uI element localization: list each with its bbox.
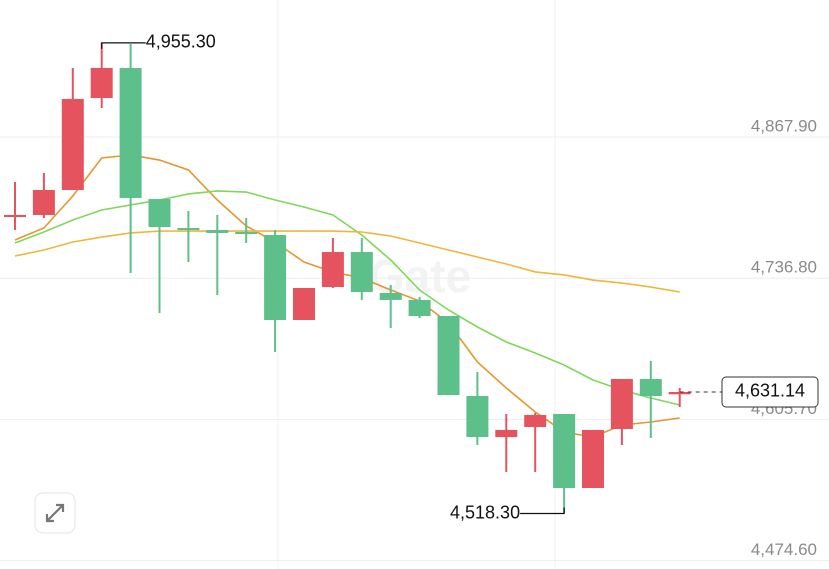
- moving-average: [14, 190, 680, 406]
- low-marker: [520, 507, 565, 515]
- candle-body: [61, 98, 84, 190]
- moving-average: [14, 230, 680, 293]
- candle-body: [235, 231, 258, 235]
- candle-body: [553, 414, 576, 489]
- candle-body: [350, 252, 373, 292]
- candle-body: [148, 199, 171, 228]
- candle-body: [379, 292, 402, 300]
- candle-body: [610, 379, 633, 429]
- candle-body: [321, 252, 344, 288]
- high-marker: [101, 42, 146, 49]
- candle-body: [206, 230, 229, 233]
- candle-body: [293, 288, 315, 320]
- candle-body: [582, 429, 604, 489]
- candle-body: [408, 299, 431, 317]
- candle-body: [4, 214, 26, 218]
- moving-average: [14, 154, 680, 438]
- candle-body: [32, 189, 55, 215]
- candle-body: [119, 67, 142, 198]
- last-price-box: [721, 376, 819, 408]
- high-label: 4,955.30: [146, 32, 216, 52]
- candle-body: [437, 316, 460, 396]
- candle-body: [264, 235, 287, 320]
- candle-body: [639, 379, 662, 397]
- candle-body: [668, 391, 691, 395]
- candle-body: [177, 228, 200, 231]
- y-tick-label: 4,474.60: [751, 540, 817, 559]
- candle-body: [524, 414, 547, 428]
- candle-body: [495, 429, 518, 438]
- y-tick-label: 4,867.90: [751, 116, 817, 135]
- y-tick-label: 4,736.80: [751, 258, 817, 277]
- last-price-label: 4,631.14: [735, 381, 805, 401]
- expand-button[interactable]: [34, 492, 76, 534]
- candle-body: [90, 67, 113, 99]
- low-label: 4,518.30: [450, 502, 520, 522]
- candle-body: [466, 396, 489, 438]
